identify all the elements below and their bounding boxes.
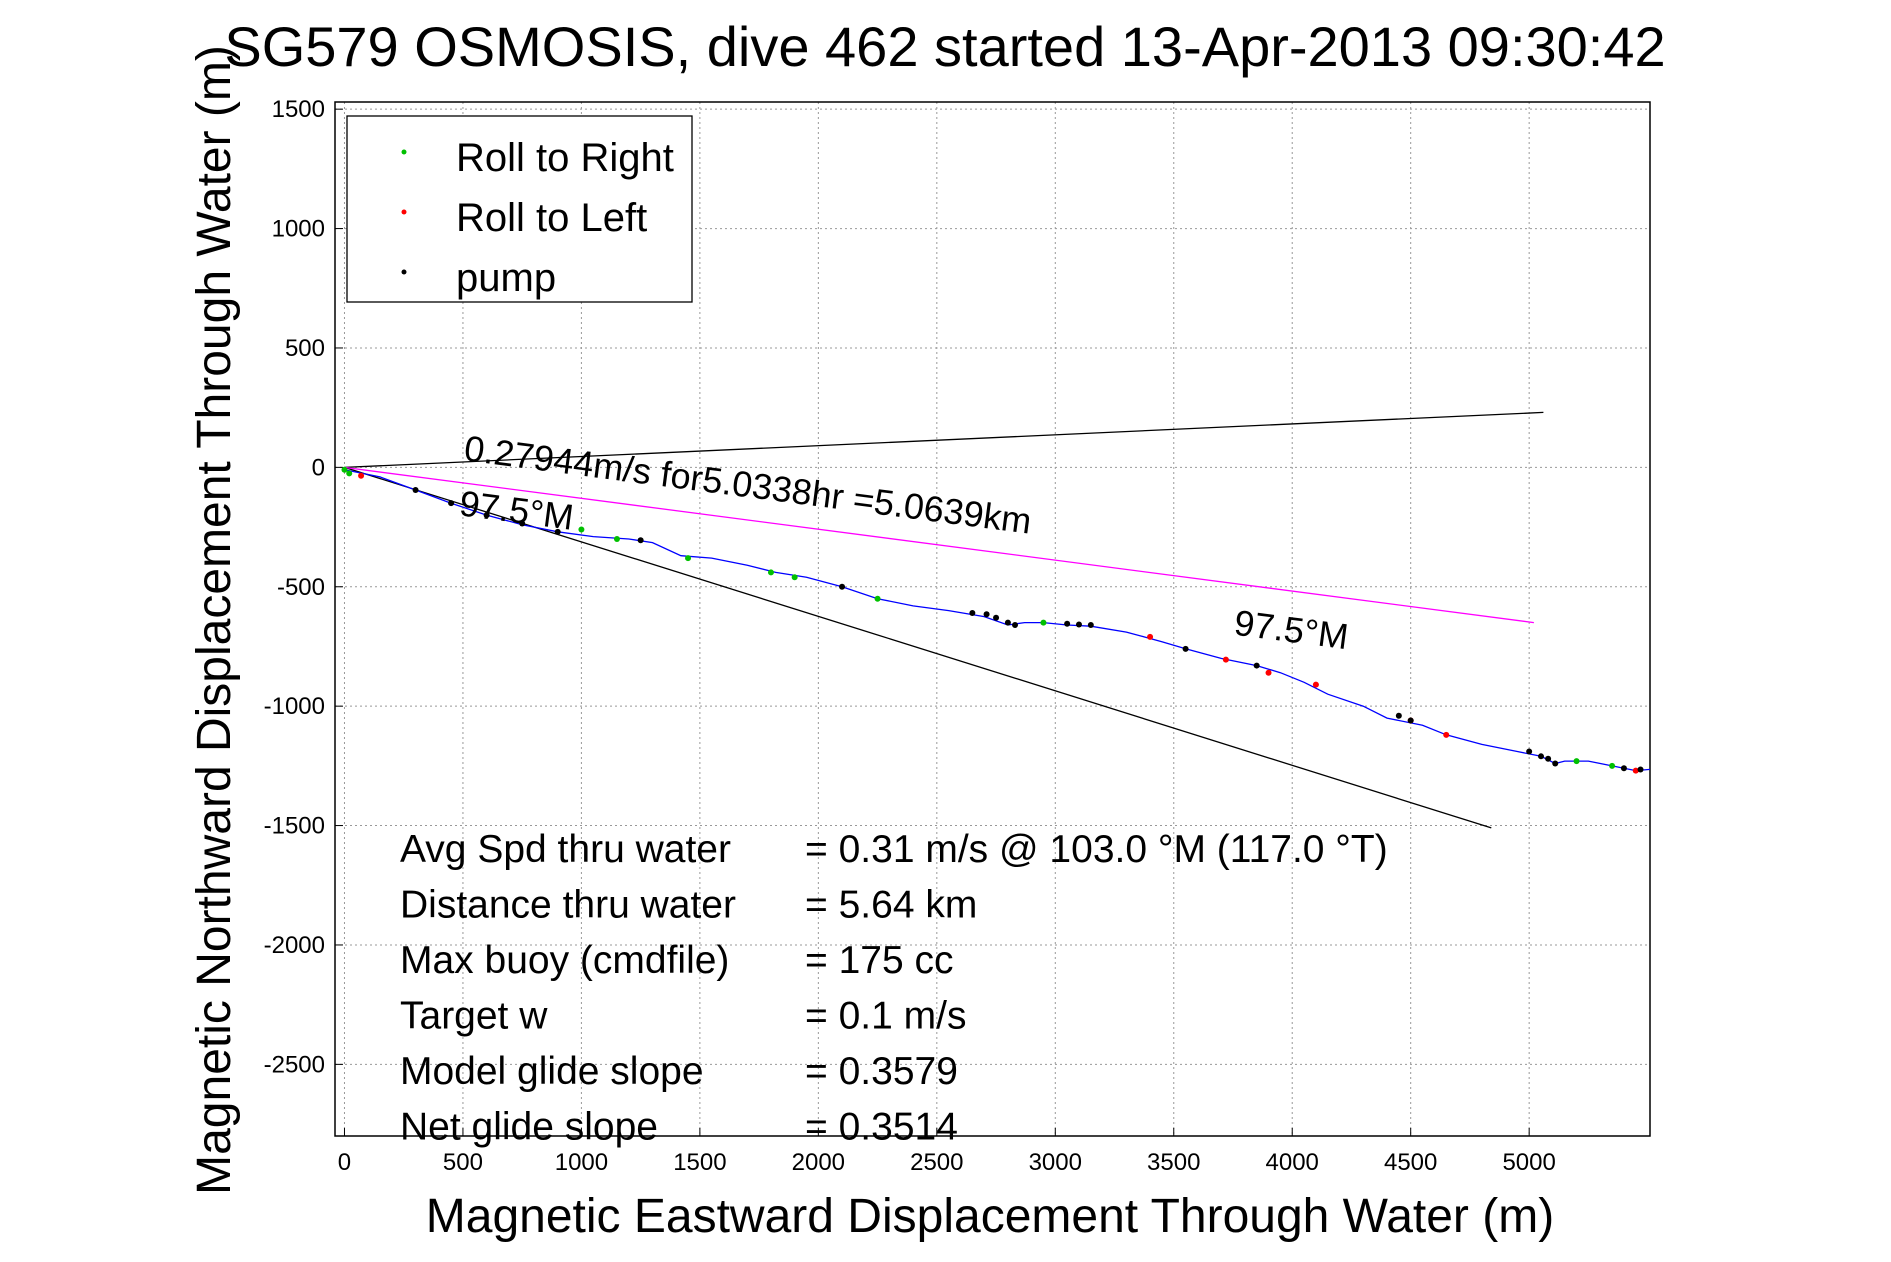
roll-right-point — [613, 536, 620, 543]
reference-line-1 — [344, 411, 1544, 469]
legend: Roll to Right Roll to Left pump — [346, 115, 693, 303]
stat-label: Avg Spd thru water — [400, 828, 731, 871]
y-tick-label: 500 — [285, 335, 325, 362]
stat-value: = 175 cc — [805, 939, 954, 982]
pump-point — [1087, 621, 1094, 628]
pump-point — [1620, 765, 1627, 772]
stat-value: = 0.3579 — [805, 1050, 958, 1093]
roll-left-point — [1147, 633, 1154, 640]
stat-label: Target w — [400, 995, 548, 1038]
x-tick-label: 5000 — [1502, 1149, 1555, 1176]
roll-left-point — [358, 472, 365, 479]
pump-point — [1526, 748, 1533, 755]
y-tick-label: -1500 — [264, 813, 325, 840]
stat-label: Distance thru water — [400, 884, 736, 927]
y-tick-label: 0 — [312, 454, 325, 481]
stat-label: Max buoy (cmdfile) — [400, 939, 729, 982]
stats-block: Avg Spd thru water = 0.31 m/s @ 103.0 °M … — [400, 828, 1388, 1149]
pump-point — [969, 610, 976, 617]
pump-point — [1004, 619, 1011, 626]
pump-point — [1182, 645, 1189, 652]
dive-track-line — [344, 469, 1651, 772]
roll-left-point — [1312, 681, 1319, 688]
roll-right-point — [685, 555, 692, 562]
stat-label: Net glide slope — [400, 1106, 658, 1149]
roll-left-point — [1632, 767, 1639, 774]
x-axis-label: Magnetic Eastward Displacement Through W… — [426, 1190, 1554, 1243]
x-tick-label: 0 — [338, 1149, 351, 1176]
x-tick-label: 500 — [443, 1149, 483, 1176]
reference-line-3 — [344, 466, 1534, 624]
stat-value: = 5.64 km — [805, 884, 977, 927]
pump-point — [1395, 712, 1402, 719]
x-tick-label: 1000 — [555, 1149, 608, 1176]
roll-right-point — [346, 470, 353, 477]
legend-label: Roll to Right — [456, 136, 674, 180]
pump-point — [839, 583, 846, 590]
x-tick-label: 2500 — [910, 1149, 963, 1176]
pump-point — [1253, 662, 1260, 669]
grid — [335, 102, 1650, 1136]
stat-label: Model glide slope — [400, 1050, 704, 1093]
stat-value: = 0.3514 — [805, 1106, 958, 1149]
x-tick-label: 3500 — [1147, 1149, 1200, 1176]
roll-right-point — [874, 595, 881, 602]
roll-left-point — [1443, 731, 1450, 738]
roll-right-point — [791, 574, 798, 581]
pump-point — [1552, 760, 1559, 767]
roll-left-point — [1222, 656, 1229, 663]
pump-point — [1545, 755, 1552, 762]
y-axis-label: Magnetic Northward Displacement Through … — [188, 45, 241, 1195]
x-tick-label: 4000 — [1266, 1149, 1319, 1176]
pump-point — [1064, 620, 1071, 627]
x-tick-label: 2000 — [792, 1149, 845, 1176]
roll-left-point — [1265, 669, 1272, 676]
plot-area — [341, 411, 1651, 829]
y-tick-label: 1000 — [272, 216, 325, 243]
stat-value: = 0.1 m/s — [805, 995, 966, 1038]
pump-point — [993, 614, 1000, 621]
pump-point — [1407, 717, 1414, 724]
pump-point — [519, 520, 526, 527]
legend-label: pump — [456, 256, 556, 300]
y-tick-label: -2500 — [264, 1051, 325, 1078]
legend-marker — [401, 149, 407, 155]
x-tick-label: 1500 — [673, 1149, 726, 1176]
pump-point — [983, 611, 990, 618]
x-ticks: 0 500 1000 1500 2000 2500 3000 3500 4000 4500 5000 — [338, 1128, 1556, 1176]
pump-point — [412, 487, 419, 494]
roll-right-point — [341, 466, 348, 473]
pump-point — [1075, 621, 1082, 628]
pump-point — [637, 537, 644, 544]
roll-right-point — [1040, 619, 1047, 626]
roll-right-point — [1609, 762, 1616, 769]
legend-marker — [401, 209, 407, 215]
pump-point — [554, 528, 561, 535]
roll-right-point — [767, 569, 774, 576]
pump-point — [1538, 753, 1545, 760]
plot-frame — [334, 101, 1651, 1137]
y-tick-label: -1000 — [264, 693, 325, 720]
x-tick-label: 3000 — [1029, 1149, 1082, 1176]
pump-point — [448, 500, 455, 507]
y-tick-label: -500 — [277, 574, 325, 601]
pump-point — [1637, 766, 1644, 773]
y-tick-label: -2000 — [264, 932, 325, 959]
roll-right-point — [578, 526, 585, 533]
y-tick-label: 1500 — [272, 96, 325, 123]
legend-marker — [401, 269, 407, 275]
chart-title: SG579 OSMOSIS, dive 462 started 13-Apr-2… — [224, 15, 1665, 78]
stat-value: = 0.31 m/s @ 103.0 °M (117.0 °T) — [805, 828, 1388, 871]
roll-right-point — [1573, 758, 1580, 765]
y-ticks: 1500 1000 500 0 -500 -1000 -1500 -2000 -2500 — [264, 96, 343, 1078]
legend-label: Roll to Left — [456, 196, 647, 240]
pump-point — [1012, 621, 1019, 628]
x-tick-label: 4500 — [1384, 1149, 1437, 1176]
pump-point — [483, 512, 490, 519]
